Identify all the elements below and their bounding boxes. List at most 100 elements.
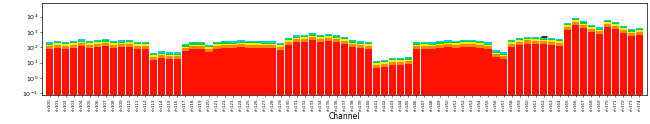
Bar <box>372 65 380 68</box>
Bar <box>588 25 595 26</box>
Bar <box>341 41 348 44</box>
Bar <box>588 29 595 32</box>
Bar <box>365 44 372 46</box>
Bar <box>54 42 61 43</box>
Bar <box>110 42 117 43</box>
Bar <box>269 41 276 43</box>
Bar <box>492 54 500 57</box>
Bar <box>445 42 452 43</box>
Bar <box>213 46 221 49</box>
Bar <box>484 46 491 49</box>
Bar <box>181 46 189 47</box>
Bar <box>254 42 261 43</box>
Bar <box>540 40 547 41</box>
Bar <box>62 48 70 95</box>
Bar <box>532 41 540 44</box>
Bar <box>62 44 70 46</box>
Bar <box>572 25 579 95</box>
Bar <box>484 42 491 44</box>
Bar <box>428 49 436 95</box>
Bar <box>636 28 643 29</box>
Bar <box>532 44 540 95</box>
Bar <box>524 38 532 39</box>
Bar <box>357 48 364 95</box>
Bar <box>222 45 229 48</box>
Bar <box>396 58 404 59</box>
Bar <box>174 55 181 56</box>
Bar <box>54 48 61 95</box>
Bar <box>222 42 229 44</box>
Bar <box>365 46 372 49</box>
Bar <box>612 26 619 29</box>
Bar <box>229 43 237 44</box>
Bar <box>150 60 157 95</box>
Bar <box>612 29 619 95</box>
Bar <box>285 45 293 95</box>
Bar <box>70 45 77 48</box>
Bar <box>198 46 205 49</box>
Bar <box>190 45 197 46</box>
Bar <box>174 59 181 95</box>
Bar <box>261 45 268 48</box>
Bar <box>619 30 627 33</box>
Bar <box>174 54 181 55</box>
Bar <box>476 42 484 43</box>
Bar <box>612 22 619 23</box>
Bar <box>596 27 603 29</box>
Bar <box>564 30 571 95</box>
Bar <box>229 41 237 43</box>
Bar <box>389 62 396 65</box>
Bar <box>174 52 181 54</box>
Bar <box>254 48 261 95</box>
Bar <box>118 40 125 42</box>
Bar <box>396 59 404 60</box>
Bar <box>357 43 364 44</box>
Bar <box>62 43 70 44</box>
Bar <box>516 40 523 42</box>
Bar <box>301 39 308 42</box>
Bar <box>588 32 595 95</box>
Bar <box>452 42 460 43</box>
Bar <box>452 43 460 45</box>
Bar <box>94 40 101 41</box>
Bar <box>222 48 229 95</box>
Bar <box>492 50 500 52</box>
Bar <box>540 37 547 39</box>
Bar <box>166 52 173 54</box>
X-axis label: Channel: Channel <box>329 112 360 121</box>
Bar <box>604 21 611 22</box>
Bar <box>580 21 587 22</box>
Bar <box>428 44 436 45</box>
Bar <box>349 43 356 44</box>
Bar <box>548 42 555 45</box>
Bar <box>110 48 117 95</box>
Bar <box>78 46 85 95</box>
Bar <box>309 36 317 37</box>
Bar <box>166 55 173 56</box>
Bar <box>436 41 444 42</box>
Bar <box>198 43 205 45</box>
Bar <box>421 46 428 49</box>
Bar <box>421 49 428 95</box>
Bar <box>508 42 515 44</box>
Bar <box>628 31 635 32</box>
Bar <box>181 51 189 95</box>
Bar <box>70 42 77 43</box>
Bar <box>102 39 109 40</box>
Bar <box>381 62 388 64</box>
Bar <box>389 59 396 60</box>
Bar <box>333 36 340 38</box>
Bar <box>293 39 300 42</box>
Bar <box>381 61 388 62</box>
Bar <box>325 36 332 38</box>
Bar <box>254 41 261 42</box>
Bar <box>452 48 460 95</box>
Bar <box>540 39 547 40</box>
Bar <box>349 40 356 41</box>
Bar <box>500 59 508 95</box>
Bar <box>46 49 53 95</box>
Bar <box>237 40 244 42</box>
Bar <box>604 22 611 24</box>
Bar <box>254 43 261 45</box>
Bar <box>285 40 293 42</box>
